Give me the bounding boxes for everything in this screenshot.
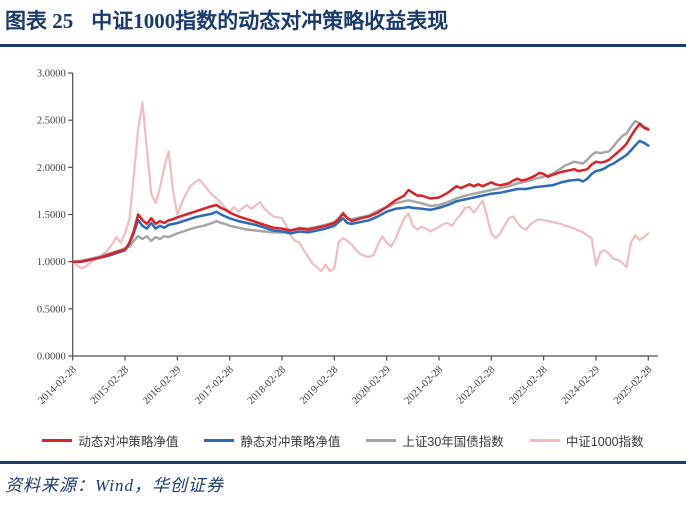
legend-item-static-hedge-nav: 静态对冲策略净值 bbox=[204, 431, 340, 450]
legend-label-dynamic-hedge-nav: 动态对冲策略净值 bbox=[78, 435, 179, 449]
data-source-note: 资料来源：Wind，华创证券 bbox=[5, 476, 224, 495]
x-tick-label: 2025-02-28 bbox=[612, 364, 654, 406]
line-chart: 0.0000 0.5000 1.0000 1.5000 2.0000 2.5000 3.00… bbox=[36, 69, 658, 407]
x-tick-label: 2017-02-28 bbox=[193, 364, 235, 406]
legend-item-dynamic-hedge-nav: 动态对冲策略净值 bbox=[42, 431, 178, 450]
legend-key-csi1000-index bbox=[529, 439, 560, 442]
legend-key-static-hedge-nav bbox=[204, 439, 235, 442]
series-line-dynamic-hedge-nav bbox=[71, 122, 650, 263]
x-tick-label: 2016-02-29 bbox=[141, 364, 183, 406]
axis-lines bbox=[72, 73, 658, 357]
chart-legend: 动态对冲策略净值 静态对冲策略净值 上证30年国债指数 中证1000指数 bbox=[0, 431, 686, 450]
y-tick-label: 0.0000 bbox=[37, 352, 66, 363]
x-tick-label: 2020-02-29 bbox=[350, 364, 392, 406]
figure-title: 图表 25 中证1000指数的动态对冲策略收益表现 bbox=[5, 7, 682, 36]
figure-title-text: 中证1000指数的动态对冲策略收益表现 bbox=[91, 9, 449, 33]
x-tick-label: 2019-02-28 bbox=[298, 364, 340, 406]
legend-item-treasury-30y-index: 上证30年国债指数 bbox=[366, 431, 504, 450]
legend-label-static-hedge-nav: 静态对冲策略净值 bbox=[240, 435, 341, 449]
x-tick-label: 2023-02-28 bbox=[507, 364, 549, 406]
title-divider-rule bbox=[0, 44, 686, 47]
series-line-csi1000-index bbox=[71, 101, 650, 273]
y-tick-label: 2.5000 bbox=[37, 116, 66, 127]
x-tick-label: 2024-02-29 bbox=[560, 364, 602, 406]
legend-label-csi1000-index: 中证1000指数 bbox=[565, 435, 644, 449]
legend-label-treasury-30y-index: 上证30年国债指数 bbox=[402, 435, 504, 449]
figure-label: 图表 25 bbox=[5, 9, 74, 33]
y-tick-label: 1.5000 bbox=[37, 210, 66, 221]
x-tick-label: 2018-02-28 bbox=[246, 364, 288, 406]
x-tick-label: 2022-02-28 bbox=[455, 364, 497, 406]
y-tick-label: 1.0000 bbox=[37, 257, 66, 268]
y-tick-label: 2.0000 bbox=[37, 163, 66, 174]
legend-key-treasury-30y-index bbox=[366, 439, 397, 442]
x-tick-label: 2014-02-28 bbox=[36, 364, 78, 406]
x-tick-label: 2015-02-28 bbox=[89, 364, 131, 406]
y-tick-label: 0.5000 bbox=[37, 304, 66, 315]
chart-area: 0.0000 0.5000 1.0000 1.5000 2.0000 2.5000 3.00… bbox=[0, 50, 686, 430]
legend-key-dynamic-hedge-nav bbox=[42, 439, 73, 442]
x-tick-label: 2021-02-28 bbox=[403, 364, 445, 406]
y-tick-label: 3.0000 bbox=[37, 69, 66, 80]
footer-divider-rule bbox=[0, 461, 686, 464]
legend-item-csi1000-index: 中证1000指数 bbox=[529, 431, 644, 450]
series-line-static-hedge-nav bbox=[71, 139, 650, 263]
